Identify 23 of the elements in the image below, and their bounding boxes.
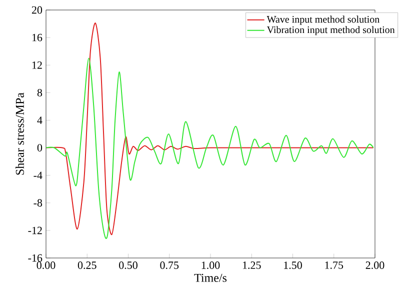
y-tick-label: -12: [28, 226, 42, 234]
y-tick-label: -4: [34, 172, 42, 179]
x-tick-label: 0.75: [160, 262, 179, 269]
y-tick-label: 8: [37, 88, 42, 96]
legend-label: Wave input method solution: [266, 16, 380, 25]
y-tick-label: -16: [28, 254, 42, 262]
y-tick-label: -8: [34, 199, 42, 207]
x-tick-label: 1.00: [202, 262, 220, 269]
legend-label: Vibration input method solution: [266, 26, 395, 36]
x-tick-label: 1.75: [325, 262, 344, 269]
x-tick-label: 0.00: [36, 262, 56, 269]
y-tick-label: 0: [37, 144, 42, 152]
x-tick-label: 0.25: [78, 262, 96, 269]
y-tick-label: 20: [32, 6, 42, 14]
x-tick-label: 0.50: [119, 262, 138, 269]
x-tick-label: 1.50: [284, 262, 302, 269]
y-tick-label: 12: [32, 61, 42, 69]
x-tick-label: 1.25: [242, 262, 261, 269]
x-tick-label: 2.00: [366, 262, 384, 269]
y-axis-title: Shear stress/MPa: [16, 92, 24, 175]
y-tick-label: 16: [32, 34, 42, 42]
y-tick-label: 4: [37, 116, 42, 124]
x-axis-title: Time/s: [194, 274, 227, 282]
